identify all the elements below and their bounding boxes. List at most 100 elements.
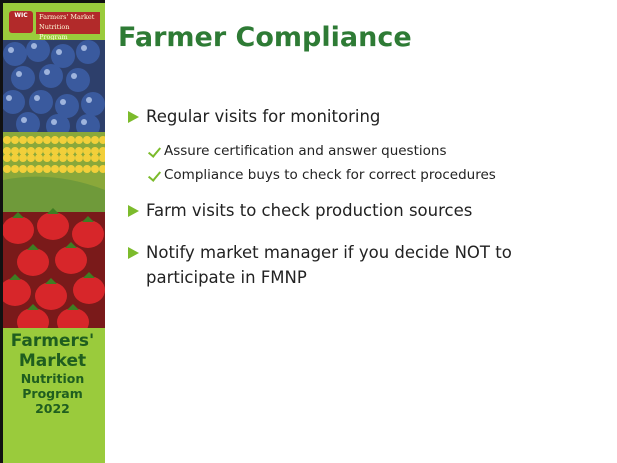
corn-kernel bbox=[11, 136, 19, 144]
corn-kernel bbox=[67, 165, 75, 173]
sub-bullet: Compliance buys to check for correct pro… bbox=[148, 163, 598, 187]
corn-kernel bbox=[75, 154, 83, 162]
arrow-icon bbox=[128, 111, 139, 123]
corn-kernel bbox=[19, 147, 27, 155]
strawberry bbox=[55, 246, 87, 274]
corn-kernel bbox=[59, 136, 67, 144]
blueberry-shine bbox=[6, 95, 12, 101]
strawberry bbox=[37, 212, 69, 240]
corn-kernel bbox=[75, 147, 83, 155]
corn-kernel bbox=[91, 154, 99, 162]
corn-kernel bbox=[51, 165, 59, 173]
blueberry-shine bbox=[21, 117, 27, 123]
corn-kernel bbox=[83, 165, 91, 173]
blueberry-shine bbox=[31, 43, 37, 49]
bullet-text: Notify market manager if you decide NOT … bbox=[146, 243, 512, 287]
corn-kernel bbox=[51, 154, 59, 162]
sub-list: Assure certification and answer question… bbox=[146, 139, 598, 187]
blueberry-shine bbox=[51, 119, 57, 125]
logo-line: Farmers' Market bbox=[39, 12, 100, 22]
corn-kernel bbox=[91, 165, 99, 173]
corn-kernel bbox=[59, 165, 67, 173]
blueberry-shine bbox=[71, 73, 77, 79]
strawberry bbox=[73, 276, 105, 304]
blueberry-shine bbox=[56, 49, 62, 55]
blueberry-shine bbox=[60, 99, 66, 105]
corn-kernel bbox=[3, 147, 11, 155]
corn-kernel bbox=[51, 136, 59, 144]
corn-kernel bbox=[91, 136, 99, 144]
blueberry bbox=[76, 40, 100, 64]
blueberry-shine bbox=[86, 97, 92, 103]
corn-kernel bbox=[3, 136, 11, 144]
strawberry bbox=[17, 248, 49, 276]
blueberry-shine bbox=[81, 45, 87, 51]
corn-kernel bbox=[11, 165, 19, 173]
corn-kernel bbox=[67, 136, 75, 144]
sub-bullet-text: Compliance buys to check for correct pro… bbox=[164, 167, 496, 183]
sub-bullet-text: Assure certification and answer question… bbox=[164, 143, 446, 159]
corn-kernel bbox=[43, 154, 51, 162]
blueberry bbox=[11, 66, 35, 90]
sidebar-line: 2022 bbox=[0, 401, 105, 416]
corn-kernel bbox=[67, 147, 75, 155]
corn-kernel bbox=[27, 154, 35, 162]
bullet: Farm visits to check production sources bbox=[128, 198, 598, 223]
corn-kernel bbox=[27, 147, 35, 155]
blueberry bbox=[66, 68, 90, 92]
corn-kernel bbox=[3, 165, 11, 173]
sidebar-line: Market bbox=[0, 351, 105, 371]
corn-kernel bbox=[43, 165, 51, 173]
blueberry bbox=[39, 64, 63, 88]
corn-kernel bbox=[19, 154, 27, 162]
corn-kernel bbox=[43, 147, 51, 155]
blueberry-shine bbox=[81, 119, 87, 125]
bullet-list: Regular visits for monitoring Assure cert… bbox=[128, 104, 598, 307]
corn-kernel bbox=[19, 165, 27, 173]
check-icon bbox=[148, 168, 161, 182]
blueberry bbox=[81, 92, 105, 116]
blueberry bbox=[29, 90, 53, 114]
corn-kernel bbox=[75, 165, 83, 173]
strawberry bbox=[3, 216, 34, 244]
blueberry bbox=[3, 42, 27, 66]
arrow-icon bbox=[128, 205, 139, 217]
produce-images bbox=[3, 40, 105, 328]
logo-line: Nutrition Program bbox=[39, 22, 100, 42]
corn-kernel bbox=[11, 147, 19, 155]
slide: WIC Farmers' MarketNutrition Program Far… bbox=[0, 0, 617, 463]
corn-kernel bbox=[51, 147, 59, 155]
strawberry bbox=[72, 220, 104, 248]
bullet: Regular visits for monitoring Assure cert… bbox=[128, 104, 598, 187]
corn-kernel bbox=[11, 154, 19, 162]
sidebar-line: Farmers' bbox=[0, 331, 105, 351]
bullet: Notify market manager if you decide NOT … bbox=[128, 240, 598, 290]
corn-kernel bbox=[59, 154, 67, 162]
corn-kernel bbox=[83, 154, 91, 162]
blueberry-shine bbox=[34, 95, 40, 101]
blueberry-shine bbox=[8, 47, 14, 53]
corn-kernel bbox=[35, 154, 43, 162]
corn-kernel bbox=[83, 136, 91, 144]
corn-kernel bbox=[27, 165, 35, 173]
bullet-text: Regular visits for monitoring bbox=[146, 107, 380, 126]
bullet-text: Farm visits to check production sources bbox=[146, 201, 472, 220]
corn-kernel bbox=[75, 136, 83, 144]
corn-kernel bbox=[59, 147, 67, 155]
sidebar-line: Nutrition bbox=[0, 371, 105, 386]
arrow-icon bbox=[128, 247, 139, 259]
corn-kernel bbox=[35, 165, 43, 173]
blueberry bbox=[51, 44, 75, 68]
corn-kernel bbox=[35, 136, 43, 144]
corn-kernel bbox=[19, 136, 27, 144]
check-icon bbox=[148, 144, 161, 158]
page: {"logo":{"badge":"WIC","lines":["Farmers… bbox=[0, 0, 617, 463]
corn-kernel bbox=[83, 147, 91, 155]
sidebar-line: Program bbox=[0, 386, 105, 401]
corn-kernel bbox=[35, 147, 43, 155]
strawberry bbox=[35, 282, 67, 310]
